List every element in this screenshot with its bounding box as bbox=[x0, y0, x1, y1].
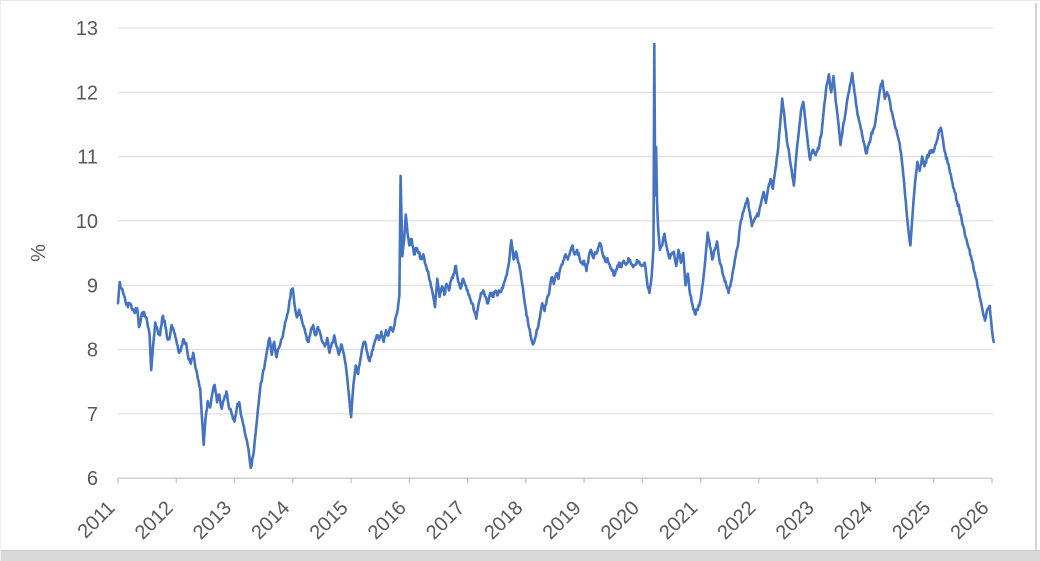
y-tick-label: 11 bbox=[77, 147, 98, 169]
x-tick-label: 2023 bbox=[772, 497, 819, 544]
y-tick-label: 6 bbox=[87, 468, 98, 490]
y-axis-title: % bbox=[28, 244, 50, 262]
y-tick-label: 9 bbox=[87, 275, 98, 297]
x-tick-label: 2022 bbox=[713, 497, 760, 544]
window-right-edge bbox=[1035, 3, 1037, 551]
x-tick-label: 2016 bbox=[364, 497, 411, 544]
y-tick-label: 7 bbox=[87, 404, 98, 426]
x-tick-label: 2021 bbox=[655, 497, 702, 544]
x-tick-label: 2020 bbox=[597, 497, 644, 544]
window-bottom-edge bbox=[1, 550, 1040, 561]
y-tick-label: 13 bbox=[76, 18, 98, 40]
x-tick-label: 2018 bbox=[480, 497, 527, 544]
x-axis bbox=[117, 477, 993, 484]
y-tick-label: 12 bbox=[76, 82, 98, 104]
x-tick-label: 2025 bbox=[888, 497, 935, 544]
x-tick-label: 2017 bbox=[422, 497, 469, 544]
x-tick-label: 2015 bbox=[306, 497, 353, 544]
gridlines bbox=[118, 27, 993, 415]
x-tick-label: 2026 bbox=[947, 497, 994, 544]
x-tick-label: 2011 bbox=[74, 497, 120, 543]
x-tick-label: 2012 bbox=[131, 497, 178, 544]
x-tick-label: 2013 bbox=[189, 497, 236, 544]
x-tick-label: 2019 bbox=[539, 497, 586, 544]
y-tick-label: 8 bbox=[87, 340, 98, 362]
yield-series-line bbox=[116, 42, 996, 470]
y-tick-labels: 6 7 8 9 10 11 12 13 bbox=[76, 18, 98, 490]
x-tick-label: 2014 bbox=[247, 497, 294, 544]
x-tick-labels: 2011 2012 2013 2014 2015 2016 2017 2018 2019 2020… bbox=[74, 497, 994, 544]
x-tick-label: 2024 bbox=[830, 497, 877, 544]
y-tick-label: 10 bbox=[76, 211, 98, 233]
